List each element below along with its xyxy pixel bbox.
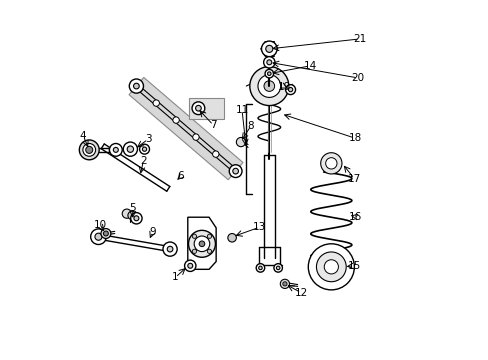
Circle shape — [123, 142, 137, 156]
FancyBboxPatch shape — [188, 98, 224, 119]
Circle shape — [133, 83, 139, 89]
Text: 7: 7 — [209, 120, 216, 130]
Circle shape — [324, 260, 338, 274]
Circle shape — [134, 216, 139, 221]
Circle shape — [192, 234, 196, 238]
Circle shape — [129, 79, 143, 93]
Text: 15: 15 — [347, 261, 360, 271]
Circle shape — [288, 87, 292, 92]
Circle shape — [266, 60, 271, 65]
Circle shape — [173, 117, 179, 123]
Circle shape — [109, 144, 122, 156]
Circle shape — [194, 236, 209, 252]
Text: 21: 21 — [352, 34, 366, 44]
Circle shape — [264, 81, 274, 91]
Circle shape — [273, 264, 282, 272]
Circle shape — [229, 165, 242, 177]
Circle shape — [276, 266, 279, 270]
Circle shape — [192, 249, 196, 253]
Circle shape — [95, 233, 102, 240]
Circle shape — [267, 72, 270, 76]
Text: 9: 9 — [149, 228, 155, 238]
Text: 6: 6 — [177, 171, 183, 181]
Circle shape — [264, 69, 273, 78]
Text: 5: 5 — [129, 203, 136, 213]
Text: 2: 2 — [140, 156, 146, 166]
Text: 13: 13 — [253, 222, 266, 232]
Circle shape — [79, 140, 99, 160]
Circle shape — [139, 144, 149, 154]
Circle shape — [195, 105, 201, 111]
Circle shape — [142, 147, 146, 151]
Circle shape — [258, 75, 280, 98]
Text: 19: 19 — [277, 82, 290, 92]
Text: 10: 10 — [93, 220, 106, 230]
Circle shape — [207, 249, 211, 253]
Circle shape — [82, 144, 96, 156]
Text: 14: 14 — [303, 61, 316, 71]
Circle shape — [258, 266, 262, 270]
Circle shape — [316, 252, 346, 282]
Circle shape — [280, 279, 289, 288]
Circle shape — [192, 102, 204, 114]
Circle shape — [249, 67, 288, 105]
Polygon shape — [187, 217, 216, 269]
Circle shape — [212, 151, 219, 157]
Circle shape — [256, 264, 264, 272]
Circle shape — [122, 209, 131, 218]
Circle shape — [85, 146, 93, 153]
Circle shape — [133, 83, 139, 89]
Circle shape — [307, 244, 354, 290]
Circle shape — [232, 168, 238, 174]
Circle shape — [236, 138, 245, 147]
Text: 3: 3 — [144, 134, 151, 144]
Circle shape — [285, 85, 295, 95]
Text: 11: 11 — [235, 105, 248, 115]
Circle shape — [188, 230, 215, 257]
Circle shape — [207, 234, 211, 238]
Circle shape — [282, 282, 286, 286]
Circle shape — [128, 211, 136, 220]
Circle shape — [127, 146, 133, 152]
Text: 1: 1 — [172, 273, 178, 283]
Text: 12: 12 — [294, 288, 307, 298]
Text: 4: 4 — [80, 131, 86, 141]
Text: 8: 8 — [247, 121, 254, 131]
Circle shape — [199, 241, 204, 247]
Circle shape — [184, 260, 196, 271]
Circle shape — [320, 153, 341, 174]
Circle shape — [192, 134, 199, 140]
Circle shape — [130, 213, 142, 224]
Circle shape — [113, 147, 118, 152]
Text: 18: 18 — [348, 133, 361, 143]
Text: 17: 17 — [347, 174, 360, 184]
Circle shape — [167, 246, 173, 252]
Polygon shape — [129, 77, 243, 180]
Text: 20: 20 — [351, 73, 364, 83]
Circle shape — [263, 57, 274, 68]
Text: 16: 16 — [348, 212, 361, 221]
Circle shape — [261, 41, 277, 57]
Circle shape — [90, 229, 106, 244]
Circle shape — [227, 234, 236, 242]
Circle shape — [187, 263, 192, 268]
Circle shape — [325, 158, 336, 169]
Circle shape — [163, 242, 177, 256]
Circle shape — [153, 100, 159, 106]
Circle shape — [265, 45, 272, 53]
Circle shape — [103, 231, 108, 236]
Circle shape — [232, 168, 238, 174]
Circle shape — [101, 229, 111, 238]
